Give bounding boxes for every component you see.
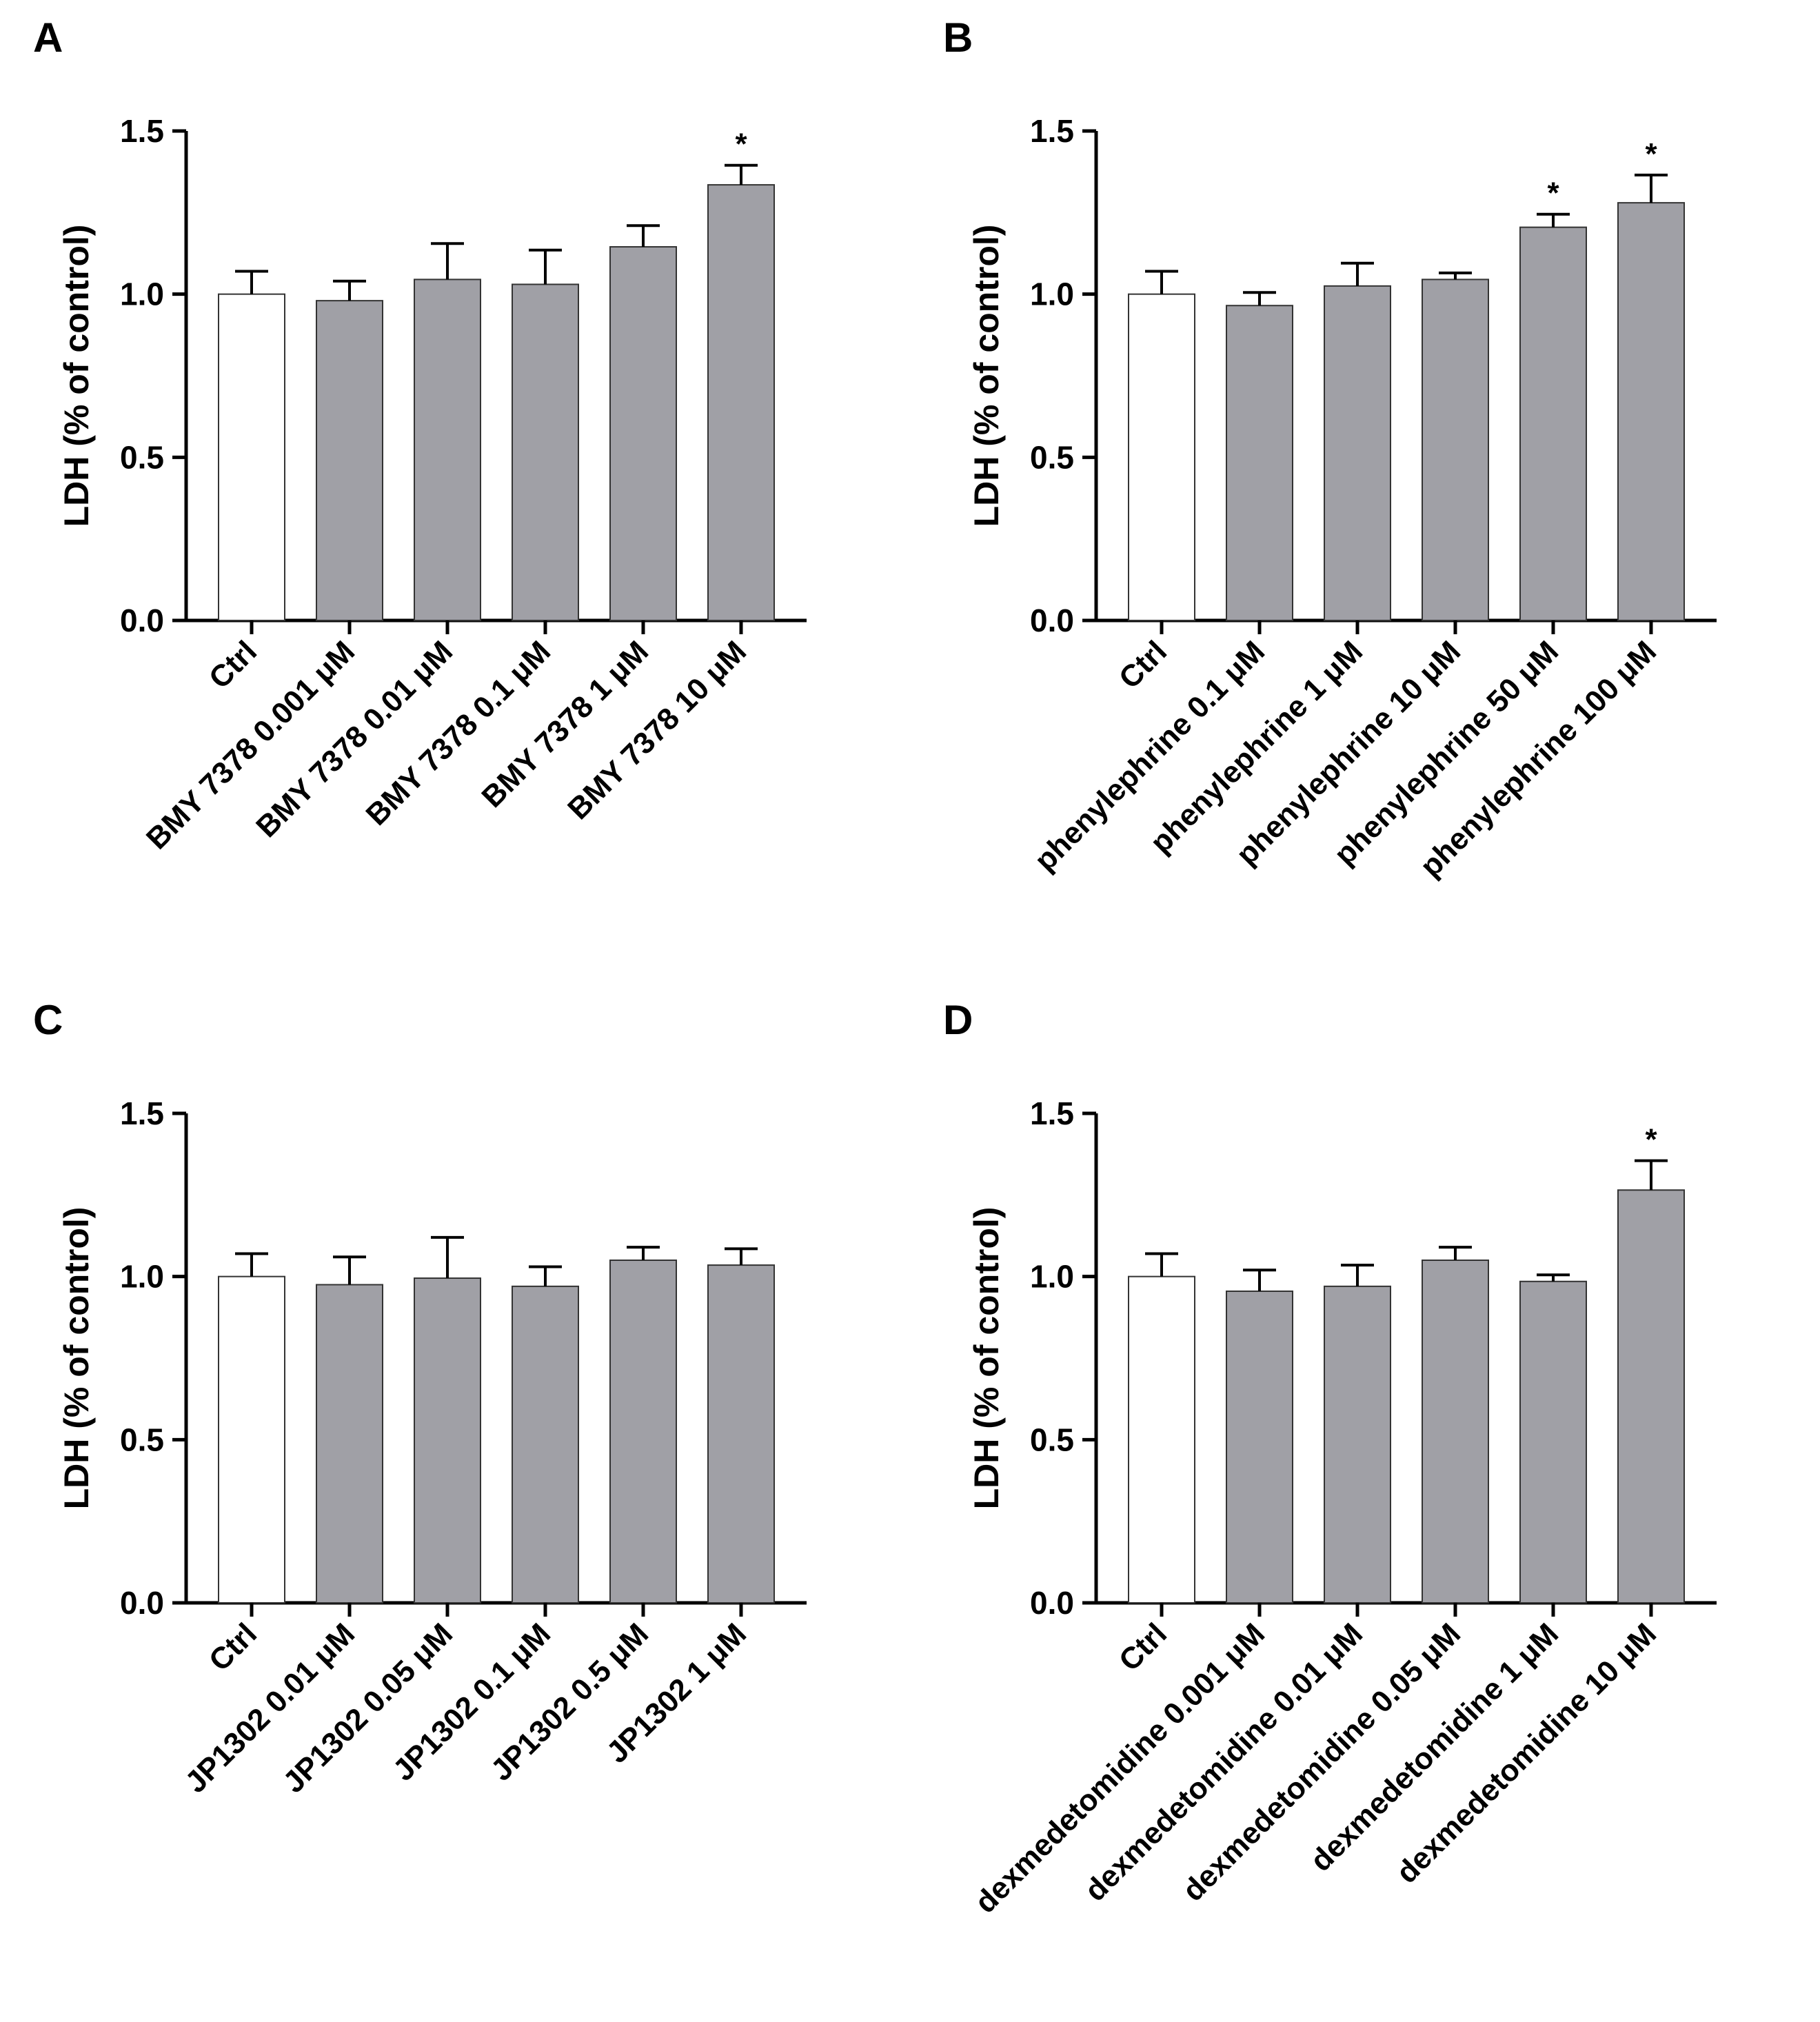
x-tick-label: BMY 7378 1 μM bbox=[475, 634, 655, 814]
x-tick-label: Ctrl bbox=[1113, 634, 1173, 695]
y-tick-label: 1.0 bbox=[1030, 276, 1074, 312]
y-tick-label: 0.0 bbox=[120, 603, 164, 638]
y-axis-label: LDH (% of control) bbox=[967, 1207, 1006, 1510]
y-tick-label: 0.5 bbox=[1030, 439, 1074, 475]
bar bbox=[1617, 202, 1685, 621]
y-tick-label: 0.0 bbox=[1030, 1585, 1074, 1621]
y-tick-label: 1.5 bbox=[1030, 1095, 1074, 1131]
bar bbox=[1422, 1260, 1489, 1604]
bar bbox=[707, 1264, 775, 1604]
y-tick-label: 0.5 bbox=[120, 1422, 164, 1457]
significance-marker: * bbox=[735, 128, 747, 161]
bar bbox=[1422, 279, 1489, 621]
x-tick-label: Ctrl bbox=[203, 1617, 263, 1677]
panel-letter: C bbox=[33, 997, 63, 1043]
panel-b: B 0.0 0.5 1.0 1.5 LDH (% of control) Ctrl phen… bbox=[910, 0, 1820, 1007]
bar bbox=[609, 246, 677, 621]
panel-letter: D bbox=[943, 997, 973, 1043]
bar-chart-c: 0.0 0.5 1.0 1.5 LDH (% of control) CtrlJP1302… bbox=[57, 1095, 807, 1799]
y-axis-label: LDH (% of control) bbox=[57, 225, 96, 527]
bar-chart-a: 0.0 0.5 1.0 1.5 LDH (% of control) Ctrl BMY 73… bbox=[57, 113, 807, 856]
x-tick-label: JP1302 0.05 μM bbox=[276, 1617, 459, 1799]
y-tick-label: 1.0 bbox=[1030, 1259, 1074, 1295]
x-tick-label: BMY 7378 0.1 μM bbox=[359, 634, 557, 832]
bar bbox=[414, 279, 481, 621]
bar bbox=[1226, 1290, 1293, 1604]
bar bbox=[1324, 1285, 1391, 1604]
significance-marker: * bbox=[1645, 137, 1657, 171]
significance-marker: * bbox=[1645, 1123, 1657, 1157]
y-tick-label: 0.0 bbox=[1030, 603, 1074, 638]
x-tick-label: Ctrl bbox=[203, 634, 263, 695]
bar bbox=[316, 1284, 383, 1604]
bar bbox=[218, 293, 285, 621]
bar bbox=[512, 1285, 579, 1604]
bar bbox=[1519, 1280, 1587, 1604]
x-tick-label: JP1302 0.01 μM bbox=[179, 1617, 361, 1799]
y-tick-label: 0.0 bbox=[120, 1585, 164, 1621]
panel-letter: B bbox=[943, 14, 973, 61]
bar bbox=[609, 1260, 677, 1604]
bar bbox=[1128, 293, 1195, 621]
bar bbox=[512, 283, 579, 621]
x-tick-label: Ctrl bbox=[1113, 1617, 1173, 1677]
bar bbox=[414, 1277, 481, 1604]
panel-c: C 0.0 0.5 1.0 1.5 LDH (% of control) Ctrl JP13… bbox=[0, 982, 910, 1989]
y-tick-label: 1.0 bbox=[120, 276, 164, 312]
y-axis-label: LDH (% of control) bbox=[967, 225, 1006, 527]
significance-marker: * bbox=[1547, 176, 1559, 210]
panel-a: A 0.0 0.5 1.0 1.5 LDH (% of control) Ctrl BMY … bbox=[0, 0, 910, 1007]
y-tick-label: 1.5 bbox=[120, 113, 164, 149]
panel-d: D 0.0 0.5 1.0 1.5 LDH (% of control) Ctrl dexm… bbox=[910, 982, 1820, 1989]
y-tick-label: 0.5 bbox=[120, 439, 164, 475]
panel-letter: A bbox=[33, 14, 63, 61]
bar bbox=[218, 1275, 285, 1604]
y-tick-label: 0.5 bbox=[1030, 1422, 1074, 1457]
bar bbox=[1226, 305, 1293, 621]
bar bbox=[1128, 1275, 1195, 1604]
bar bbox=[1617, 1189, 1685, 1604]
y-tick-label: 1.0 bbox=[120, 1259, 164, 1295]
y-axis-label: LDH (% of control) bbox=[57, 1207, 96, 1510]
bar bbox=[707, 184, 775, 622]
bar bbox=[1324, 285, 1391, 621]
y-tick-label: 1.5 bbox=[120, 1095, 164, 1131]
bar bbox=[1519, 226, 1587, 621]
y-tick-label: 1.5 bbox=[1030, 113, 1074, 149]
x-tick-label: BMY 7378 10 μM bbox=[561, 634, 753, 826]
bar bbox=[316, 300, 383, 621]
